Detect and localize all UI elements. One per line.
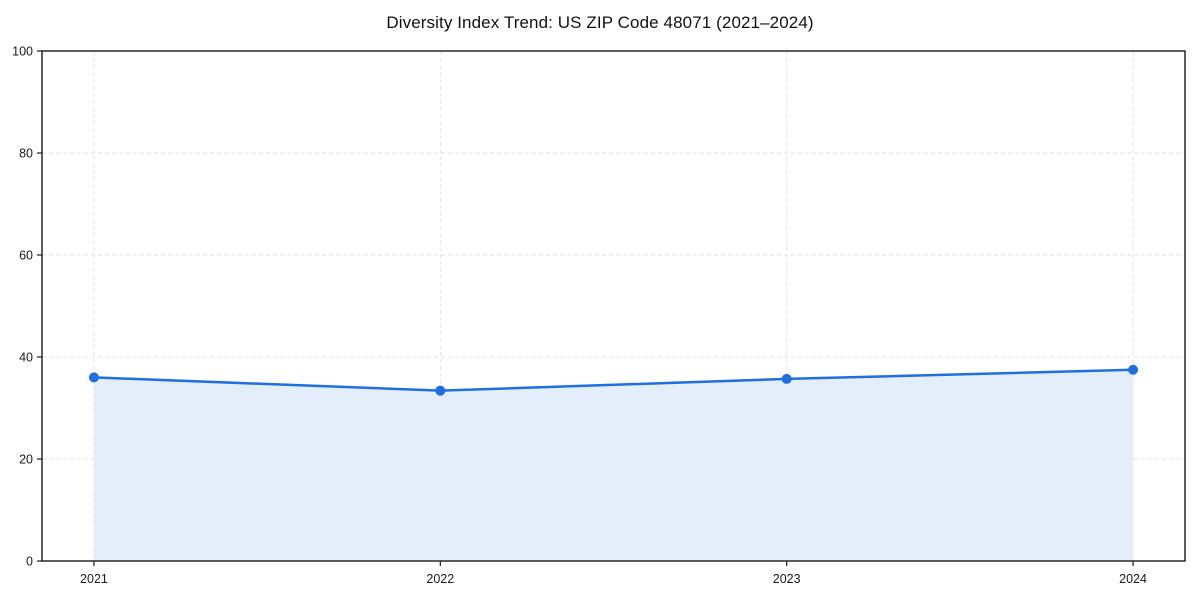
- y-tick-label: 40: [19, 351, 33, 365]
- y-tick-label: 0: [26, 555, 33, 569]
- trend-line: [92, 368, 1135, 392]
- x-tick-label: 2022: [426, 572, 454, 586]
- x-tick-label: 2023: [773, 572, 801, 586]
- y-tick-label: 60: [19, 249, 33, 263]
- chart-title: Diversity Index Trend: US ZIP Code 48071…: [386, 13, 814, 32]
- data-point-2021: [88, 372, 99, 383]
- y-tick-label: 80: [19, 147, 33, 161]
- x-tick-label: 2024: [1119, 572, 1147, 586]
- area-fill: [93, 369, 1134, 561]
- y-tick-label: 20: [19, 453, 33, 467]
- y-tick-label: 100: [12, 45, 33, 59]
- data-point-2022: [435, 385, 446, 396]
- x-tick-label: 2021: [80, 572, 108, 586]
- data-point-2023: [781, 373, 792, 384]
- data-point-2024: [1128, 364, 1139, 375]
- plot-border: [41, 50, 1186, 562]
